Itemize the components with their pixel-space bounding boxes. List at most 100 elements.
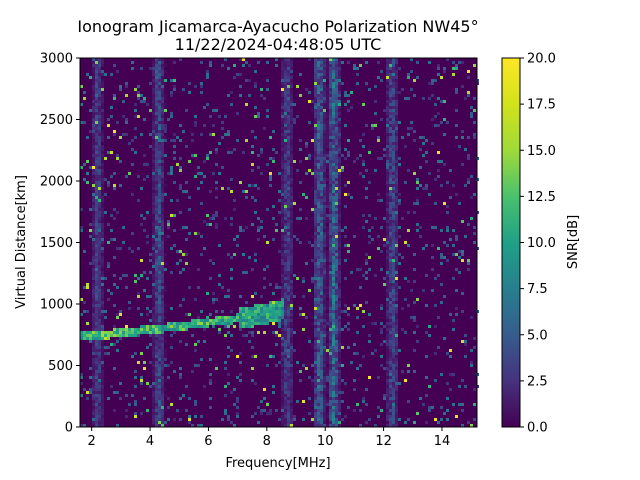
heatmap-cell [170,112,173,115]
heatmap-cell [134,412,137,415]
heatmap-cell [302,418,305,421]
heatmap-cell [338,58,341,61]
heatmap-cell [89,340,92,343]
heatmap-cell [113,391,116,394]
heatmap-cell [134,385,137,388]
heatmap-cell [155,346,158,349]
heatmap-cell [92,289,95,292]
heatmap-cell [341,364,344,367]
heatmap-cell [152,196,155,199]
heatmap-cell [389,379,392,382]
heatmap-cell [158,199,161,202]
heatmap-cell [395,346,398,349]
heatmap-cell [317,235,320,238]
heatmap-cell [326,355,329,358]
heatmap-cell [314,64,317,67]
heatmap-cell [314,163,317,166]
heatmap-cell [230,256,233,259]
heatmap-cell [152,136,155,139]
heatmap-cell [287,349,290,352]
heatmap-cell [290,208,293,211]
heatmap-cell [110,238,113,241]
heatmap-cell [215,226,218,229]
heatmap-cell [251,223,254,226]
heatmap-cell [179,304,182,307]
heatmap-cell [386,151,389,154]
heatmap-cell [281,193,284,196]
heatmap-cell [272,157,275,160]
heatmap-cell [443,295,446,298]
heatmap-cell [389,265,392,268]
heatmap-cell [158,337,161,340]
heatmap-cell [317,127,320,130]
heatmap-cell [140,133,143,136]
heatmap-cell [287,355,290,358]
heatmap-cell [278,304,281,307]
heatmap-cell [284,79,287,82]
heatmap-cell [440,283,443,286]
heatmap-cell [383,340,386,343]
heatmap-cell [89,166,92,169]
heatmap-cell [422,187,425,190]
heatmap-cell [119,277,122,280]
heatmap-cell [326,64,329,67]
heatmap-cell [161,292,164,295]
heatmap-cell [239,85,242,88]
heatmap-cell [131,334,134,337]
heatmap-cell [242,190,245,193]
heatmap-cell [200,358,203,361]
heatmap-cell [227,322,230,325]
heatmap-cell [272,130,275,133]
heatmap-cell [326,160,329,163]
heatmap-cell [317,418,320,421]
heatmap-cell [332,343,335,346]
heatmap-cell [392,280,395,283]
heatmap-cell [326,397,329,400]
heatmap-cell [122,274,125,277]
heatmap-cell [287,280,290,283]
heatmap-cell [287,214,290,217]
heatmap-cell [155,406,158,409]
heatmap-cell [80,121,83,124]
heatmap-cell [317,151,320,154]
heatmap-cell [197,322,200,325]
colorbar-tick-label: 15.0 [527,144,556,159]
heatmap-cell [95,220,98,223]
heatmap-cell [329,124,332,127]
heatmap-cell [392,124,395,127]
heatmap-cell [155,88,158,91]
heatmap-cell [281,424,284,427]
heatmap-cell [458,202,461,205]
heatmap-cell [209,397,212,400]
heatmap-cell [434,178,437,181]
heatmap-cell [323,391,326,394]
heatmap-cell [194,322,197,325]
heatmap-cell [281,181,284,184]
heatmap-cell [152,376,155,379]
heatmap-cell [152,331,155,334]
heatmap-cell [269,316,272,319]
heatmap-cell [323,322,326,325]
heatmap-cell [281,412,284,415]
heatmap-cell [281,346,284,349]
heatmap-cell [290,190,293,193]
heatmap-cell [92,397,95,400]
heatmap-cell [287,106,290,109]
heatmap-cell [281,415,284,418]
heatmap-cell [290,85,293,88]
heatmap-cell [410,88,413,91]
heatmap-cell [218,319,221,322]
heatmap-cell [389,70,392,73]
heatmap-cell [362,133,365,136]
heatmap-cell [290,196,293,199]
heatmap-cell [308,154,311,157]
heatmap-cell [389,406,392,409]
heatmap-cell [380,157,383,160]
heatmap-cell [335,421,338,424]
heatmap-cell [161,274,164,277]
heatmap-cell [233,238,236,241]
heatmap-cell [389,121,392,124]
heatmap-cell [443,133,446,136]
heatmap-cell [320,106,323,109]
heatmap-cell [311,259,314,262]
